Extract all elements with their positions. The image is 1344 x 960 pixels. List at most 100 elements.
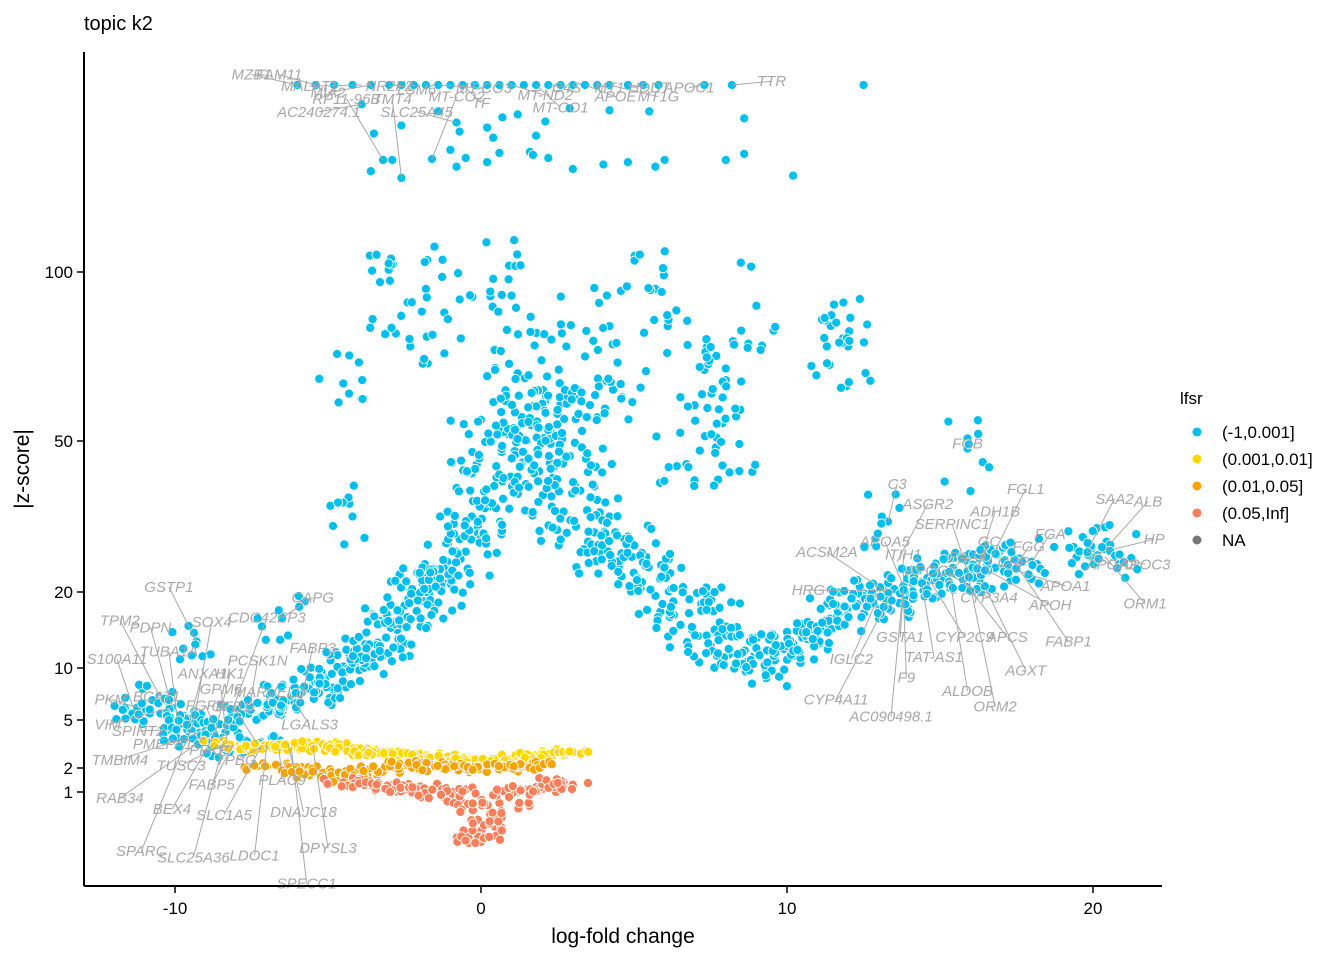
- data-point: [730, 403, 741, 414]
- data-point: [567, 79, 578, 91]
- data-point: [374, 277, 386, 288]
- gene-label: SLC1A5: [196, 807, 253, 824]
- data-point: [460, 152, 471, 164]
- data-point: [371, 249, 382, 260]
- data-point: [174, 654, 186, 665]
- annotation-connector: [896, 503, 929, 563]
- data-point: [697, 586, 708, 597]
- annotation-connector: [211, 745, 234, 785]
- data-point: [581, 325, 592, 336]
- gene-label: MIA2: [310, 85, 346, 102]
- annotation-connector: [689, 84, 705, 89]
- data-point: [599, 408, 610, 419]
- data-point: [421, 292, 432, 303]
- data-point: [268, 731, 279, 742]
- annotation-connector: [278, 748, 283, 780]
- data-point: [494, 834, 506, 845]
- data-point: [523, 416, 534, 427]
- data-point: [419, 353, 430, 364]
- data-point: [702, 402, 713, 414]
- data-point: [512, 249, 523, 260]
- data-point: [368, 761, 379, 772]
- data-point: [496, 289, 507, 300]
- data-point: [482, 157, 493, 168]
- data-point: [1063, 526, 1074, 537]
- data-point: [734, 438, 745, 450]
- gene-label: APOA1: [1039, 578, 1090, 595]
- annotation-connector: [327, 84, 371, 94]
- annotation-connector: [110, 698, 142, 710]
- data-point: [555, 291, 566, 302]
- data-point: [720, 363, 731, 374]
- data-point: [587, 479, 598, 490]
- data-point: [859, 542, 870, 553]
- data-point: [419, 583, 430, 594]
- gene-label: APCS: [986, 629, 1028, 646]
- data-point: [835, 382, 847, 393]
- data-point: [598, 159, 609, 170]
- annotation-connector: [985, 488, 1027, 570]
- annotation-connector: [884, 541, 904, 587]
- data-point: [514, 461, 525, 472]
- data-point: [639, 327, 650, 338]
- data-point: [659, 562, 670, 573]
- data-point: [843, 612, 854, 623]
- annotation-connector: [431, 96, 457, 160]
- data-point: [736, 325, 747, 336]
- data-point: [604, 105, 615, 116]
- data-point: [533, 422, 544, 433]
- data-point: [583, 526, 594, 537]
- data-point: [613, 579, 624, 590]
- data-point: [723, 643, 734, 654]
- data-point: [451, 161, 462, 172]
- data-point: [529, 340, 540, 351]
- data-point: [465, 579, 476, 590]
- annotation-connector: [345, 98, 384, 161]
- data-point: [984, 462, 995, 473]
- gene-label: LGALS3: [281, 717, 338, 734]
- annotation-connector: [287, 743, 304, 813]
- data-point: [552, 777, 563, 788]
- data-point: [683, 462, 694, 473]
- data-point: [497, 493, 509, 504]
- annotation-connector: [290, 697, 311, 725]
- data-point: [556, 328, 567, 339]
- annotation-connector: [232, 706, 259, 745]
- data-point: [406, 297, 417, 308]
- data-point: [718, 659, 729, 671]
- x-tick-label: 0: [476, 899, 485, 918]
- data-point: [109, 700, 120, 711]
- legend-key: [1192, 508, 1202, 518]
- data-point: [435, 789, 447, 800]
- data-point: [662, 310, 673, 321]
- data-point: [849, 575, 860, 586]
- data-point: [811, 370, 822, 381]
- data-point: [908, 590, 919, 601]
- gene-label: LSM6: [397, 82, 437, 99]
- data-point: [527, 507, 538, 518]
- data-point: [552, 404, 563, 415]
- data-point: [806, 360, 817, 372]
- data-point: [856, 612, 867, 623]
- data-point: [339, 539, 350, 550]
- gene-label: S100A11: [87, 651, 148, 668]
- data-point: [556, 428, 568, 439]
- annotation-connector: [254, 745, 268, 856]
- data-point: [423, 793, 434, 804]
- data-point: [173, 715, 184, 726]
- data-point: [734, 629, 745, 640]
- data-point: [506, 399, 518, 410]
- data-point: [779, 664, 790, 675]
- data-point: [646, 523, 657, 534]
- data-point: [650, 161, 661, 172]
- data-point: [442, 521, 453, 532]
- data-point: [455, 333, 466, 344]
- gene-label: APOC1: [663, 80, 715, 97]
- annotation-connector: [318, 103, 362, 113]
- gene-label: PFKP: [189, 742, 228, 759]
- data-point: [479, 495, 491, 506]
- data-point: [363, 747, 374, 758]
- data-point: [682, 315, 693, 326]
- data-point: [831, 317, 842, 328]
- data-point: [843, 377, 854, 388]
